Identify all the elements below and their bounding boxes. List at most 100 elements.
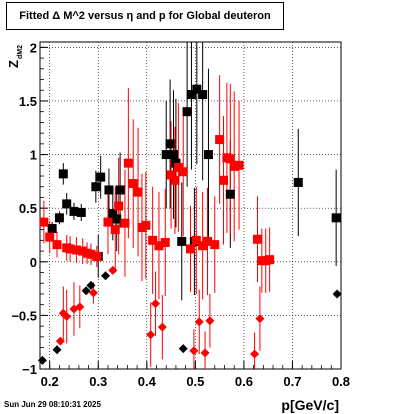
data-point-diamond [255, 314, 265, 324]
data-point-square [108, 209, 118, 219]
data-point-square [52, 240, 62, 250]
data-point-square [112, 214, 122, 224]
y-tick-label: 1.5 [19, 94, 37, 109]
data-point-square [186, 90, 196, 100]
data-point-square [265, 255, 275, 265]
x-tick-label: 0.3 [89, 374, 107, 389]
data-point-square [252, 234, 262, 244]
data-point-square [58, 169, 68, 179]
y-tick-label: −0.5 [11, 308, 37, 323]
data-point-square [165, 139, 175, 149]
data-point-square [92, 251, 102, 261]
data-point-square [120, 218, 130, 228]
chart-title: Fitted Δ M^2 versus η and p for Global d… [6, 2, 284, 30]
data-point-square [65, 244, 75, 254]
data-point-square [104, 185, 114, 195]
data-point-diamond [157, 322, 167, 332]
y-tick-label: 2 [30, 40, 37, 55]
data-point-diamond [108, 265, 118, 275]
data-point-square [160, 237, 170, 247]
data-point-square [192, 84, 202, 94]
data-point-square [202, 236, 212, 246]
x-tick-label: 0.4 [138, 374, 157, 389]
data-point-square [110, 225, 120, 235]
data-point-square [225, 154, 235, 164]
data-point-square [141, 220, 151, 230]
data-point-square [198, 90, 208, 100]
data-point-diamond [81, 286, 91, 296]
data-point-square [177, 236, 187, 246]
data-point-square [219, 175, 229, 185]
data-point-square [133, 187, 143, 197]
data-point-square [69, 206, 79, 216]
data-point-square [91, 182, 101, 192]
data-point-square [76, 207, 86, 217]
data-point-square [203, 150, 213, 160]
data-point-square [225, 189, 235, 199]
data-point-square [115, 185, 125, 195]
data-point-diamond [189, 346, 199, 356]
y-tick-label: 0.5 [19, 201, 37, 216]
y-axis: −1 −0.5 0 0.5 1 1.5 2 [11, 40, 48, 377]
data-point-diamond [151, 299, 161, 309]
data-point-square [123, 158, 133, 168]
data-point-square [103, 217, 113, 227]
data-point-diamond [178, 344, 188, 354]
data-point-square [182, 107, 192, 117]
footer-timestamp: Sun Jun 29 08:10:31 2025 [4, 400, 101, 409]
data-point-diamond [55, 336, 65, 346]
data-point-diamond [194, 317, 204, 327]
data-point-diamond [205, 316, 215, 326]
x-tick-label: 0.7 [283, 374, 301, 389]
data-point-square [173, 162, 183, 172]
data-point-square [210, 240, 220, 250]
data-point-diamond [75, 302, 85, 312]
data-point-square [62, 199, 72, 209]
y-tick-label: 1 [30, 148, 37, 163]
y-tick-label: 0 [30, 255, 37, 270]
x-tick-label: 0.6 [235, 374, 253, 389]
x-axis: 0.2 0.3 0.4 0.5 0.6 0.7 0.8 [39, 361, 350, 389]
data-point-diamond [37, 355, 47, 365]
data-point-square [191, 235, 201, 245]
data-point-square [154, 241, 164, 251]
data-point-square [128, 179, 138, 189]
data-point-diamond [101, 271, 111, 281]
y-axis-label: Z [6, 60, 21, 68]
data-point-square [215, 135, 225, 145]
data-point-square [71, 245, 81, 255]
data-point-diamond [86, 280, 96, 290]
data-point-square [234, 160, 244, 170]
data-point-square [86, 249, 96, 259]
y-axis-label-subscript: dM2 [17, 45, 24, 59]
data-point-diamond [200, 348, 210, 358]
data-point-square [198, 241, 208, 251]
x-tick-label: 0.2 [41, 374, 59, 389]
data-point-square [39, 217, 49, 227]
data-point-square [166, 170, 176, 180]
data-point-diamond [250, 349, 260, 359]
data-point-diamond [88, 288, 98, 298]
data-point-square [45, 232, 55, 242]
x-tick-label: 0.8 [332, 374, 350, 389]
data-point-square [169, 150, 179, 160]
data-point-diamond [332, 289, 342, 299]
x-axis-label: p[GeV/c] [281, 397, 339, 413]
data-point-diamond [52, 345, 62, 355]
data-point-square [148, 235, 158, 245]
x-tick-label: 0.5 [186, 374, 204, 389]
data-point-square [331, 213, 341, 223]
data-point-square [114, 201, 124, 211]
data-point-square [186, 244, 195, 254]
data-point-square [96, 172, 106, 182]
data-point-diamond [146, 330, 156, 340]
data-point-square [293, 177, 303, 187]
data-point-square [229, 161, 239, 171]
data-point-diamond [62, 311, 72, 321]
data-point-square [170, 175, 180, 185]
y-tick-label: −1 [22, 362, 37, 377]
data-point-square [47, 224, 57, 234]
data-point-square [54, 213, 64, 223]
data-point-square [161, 150, 171, 160]
